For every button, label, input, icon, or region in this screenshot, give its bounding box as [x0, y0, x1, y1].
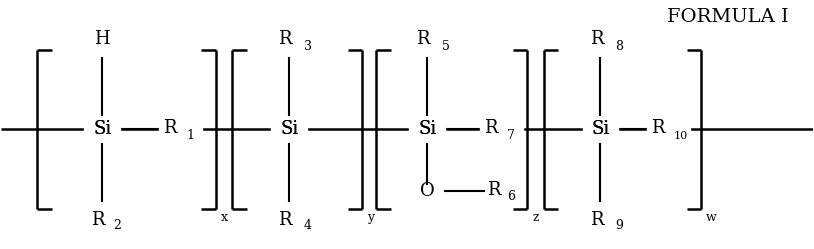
Text: Si: Si — [93, 121, 112, 138]
Text: R: R — [650, 119, 664, 137]
Text: w: w — [706, 211, 717, 224]
Text: R: R — [484, 119, 497, 137]
Text: R: R — [484, 119, 497, 137]
Text: R: R — [487, 181, 500, 199]
Text: x: x — [221, 211, 228, 224]
Text: R: R — [164, 119, 177, 137]
Text: Si: Si — [418, 121, 436, 138]
Text: Si: Si — [280, 121, 298, 138]
Text: 8: 8 — [615, 40, 623, 53]
Text: 6: 6 — [507, 190, 515, 203]
Text: 7: 7 — [507, 129, 514, 142]
Text: 10: 10 — [673, 131, 688, 141]
Text: Si: Si — [591, 121, 610, 138]
Text: O: O — [420, 182, 435, 200]
Text: 3: 3 — [304, 40, 312, 53]
Text: R: R — [278, 30, 292, 48]
Text: y: y — [367, 211, 374, 224]
Text: Si: Si — [280, 121, 298, 138]
Text: Si: Si — [591, 121, 610, 138]
Text: z: z — [532, 211, 539, 224]
Text: 4: 4 — [304, 219, 312, 232]
Text: FORMULA I: FORMULA I — [667, 8, 789, 26]
Text: 1: 1 — [186, 129, 194, 142]
Text: R: R — [91, 211, 105, 229]
Text: Si: Si — [93, 121, 112, 138]
Text: R: R — [164, 119, 177, 137]
Text: R: R — [417, 30, 430, 48]
Text: R: R — [589, 30, 603, 48]
Text: 9: 9 — [615, 219, 623, 232]
Text: 1: 1 — [186, 129, 194, 142]
Text: 7: 7 — [507, 129, 514, 142]
Text: R: R — [589, 211, 603, 229]
Text: 2: 2 — [113, 219, 120, 232]
Text: 5: 5 — [442, 40, 450, 53]
Text: H: H — [94, 30, 110, 48]
Text: R: R — [650, 119, 664, 137]
Text: R: R — [278, 211, 292, 229]
Text: 10: 10 — [673, 131, 688, 141]
Text: Si: Si — [418, 121, 436, 138]
